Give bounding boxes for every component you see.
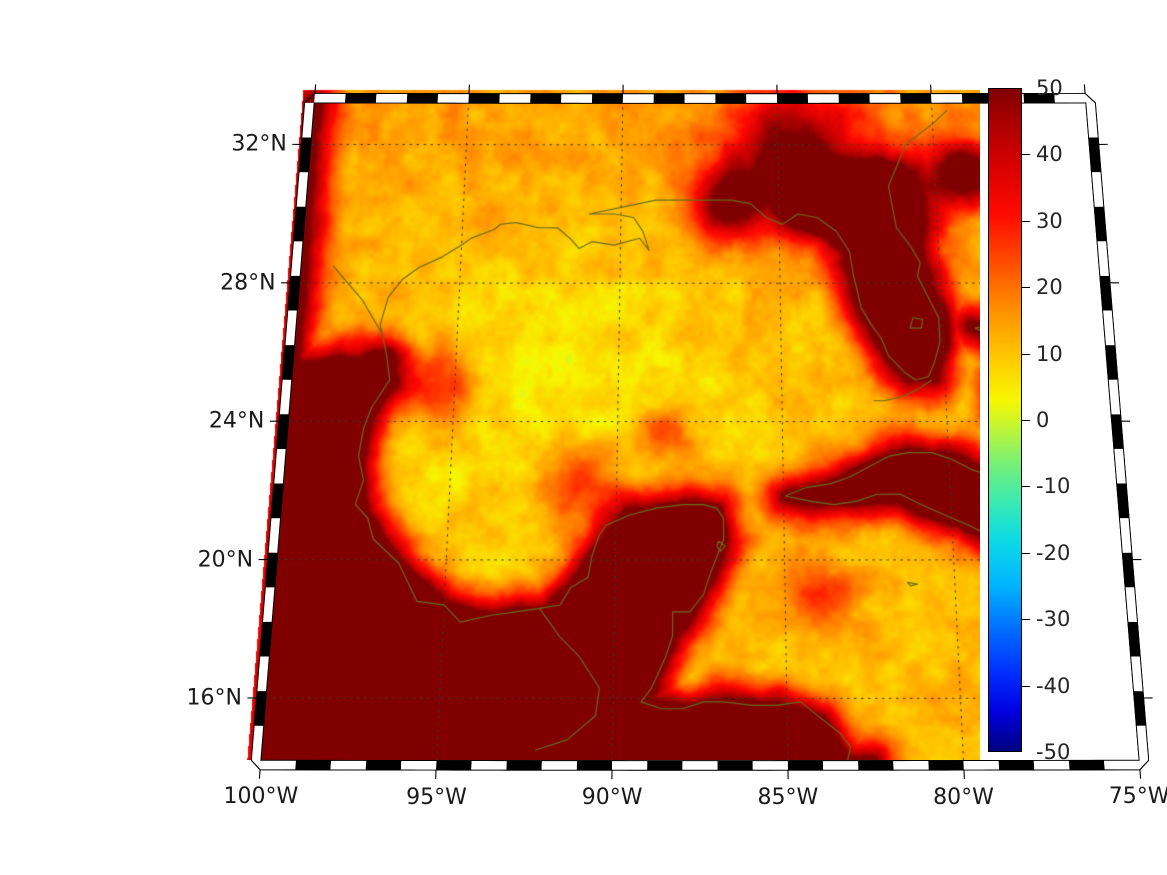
frame-tick-box-bottom xyxy=(717,760,753,771)
colorbar-gradient[interactable] xyxy=(988,88,1022,752)
frame-tick-box-bottom xyxy=(295,760,332,770)
latitude-label-28: 28°N xyxy=(220,270,276,296)
frame-tick-box-bottom xyxy=(471,760,507,771)
frame-tick-box-bottom xyxy=(998,760,1035,771)
map-plot-area[interactable] xyxy=(140,70,980,760)
longitude-label-85: 85°W xyxy=(757,784,819,810)
frame-tick-box-right xyxy=(1085,102,1099,138)
frame-tick-box-right xyxy=(1102,310,1115,346)
frame-tick-box-right xyxy=(1119,518,1132,553)
longitude-label-90: 90°W xyxy=(581,784,643,810)
frame-tick-box-bottom xyxy=(858,760,894,771)
colorbar-label-50: 50 xyxy=(1036,76,1063,100)
frame-tick-box-right xyxy=(1108,379,1121,415)
colorbar-tickmark xyxy=(1022,486,1030,488)
frame-tick-box-bottom xyxy=(576,760,613,771)
colorbar-tickmark xyxy=(1022,420,1030,421)
latitude-label-16: 16°N xyxy=(186,685,242,711)
colorbar-label-10: 10 xyxy=(1036,341,1063,366)
colorbar-label-minus50: -50 xyxy=(1036,740,1071,764)
frame-tick-box-right xyxy=(1097,241,1110,276)
frame-tick-box-bottom xyxy=(963,760,1000,771)
longitude-tickmark xyxy=(258,769,261,779)
frame-tick-box-right xyxy=(1088,137,1101,173)
frame-tick-box-right xyxy=(1094,206,1107,242)
frame-tick-box-right xyxy=(1116,483,1130,519)
map-axes[interactable] xyxy=(140,70,1153,780)
frame-tick-box-bottom xyxy=(893,760,929,771)
colorbar-label-minus30: -30 xyxy=(1036,607,1071,632)
frame-tick-box-bottom xyxy=(682,760,718,771)
longitude-label-100: 100°W xyxy=(223,784,299,810)
frame-tick-box-bottom xyxy=(787,760,824,771)
longitude-label-75: 75°W xyxy=(1108,784,1167,810)
frame-tick-box-bottom xyxy=(436,760,472,771)
colorbar-tickmark xyxy=(1022,685,1030,687)
frame-tick-box-right xyxy=(1113,448,1127,484)
longitude-label-95: 95°W xyxy=(406,784,467,810)
frame-tick-box-bottom xyxy=(260,760,296,770)
longitude-tickmark xyxy=(1139,769,1142,779)
frame-tick-box-right xyxy=(1130,656,1144,692)
frame-tick-box-right xyxy=(1136,725,1149,761)
colorbar-label-minus20: -20 xyxy=(1036,540,1071,565)
colorbar-tickmark xyxy=(1022,220,1030,222)
frame-tick-box-bottom xyxy=(506,760,542,771)
map-heatmap-canvas[interactable] xyxy=(140,70,980,760)
colorbar-axes[interactable]: 50 40 30 20 10 0 -10 -20 -30 -40 -50 xyxy=(988,76,1070,764)
colorbar-tickmark xyxy=(1022,287,1030,289)
frame-tick-box-bottom xyxy=(752,760,788,771)
colorbar-tickmark xyxy=(1022,619,1030,621)
colorbar-label-20: 20 xyxy=(1036,275,1063,300)
frame-tick-box-bottom xyxy=(330,760,367,770)
frame-tick-box-right xyxy=(1111,414,1124,449)
frame-tick-box-bottom xyxy=(541,760,578,771)
longitude-tickmark-top xyxy=(1083,84,1086,94)
frame-tick-box-bottom xyxy=(822,760,859,771)
frame-tick-box-bottom xyxy=(1068,760,1105,770)
colorbar-label-minus10: -10 xyxy=(1036,474,1071,499)
colorbar-label-30: 30 xyxy=(1036,208,1063,233)
frame-tick-box-bottom xyxy=(400,760,437,771)
frame-tick-box-right xyxy=(1105,345,1118,380)
frame-tick-box-bottom xyxy=(612,760,648,771)
latitude-label-20: 20°N xyxy=(197,547,254,573)
frame-tick-box-bottom xyxy=(928,760,964,771)
colorbar-label-minus40: -40 xyxy=(1036,673,1071,698)
colorbar-tickmark xyxy=(1022,353,1030,355)
frame-tick-box-right xyxy=(1091,172,1104,207)
longitude-label-80: 80°W xyxy=(933,784,994,810)
colorbar-label-40: 40 xyxy=(1036,142,1063,167)
frame-tick-box-right xyxy=(1127,621,1141,657)
frame-tick-box-right xyxy=(1125,587,1138,622)
frame-tick-box-bottom xyxy=(647,760,683,771)
colorbar-tickmark xyxy=(1022,552,1030,554)
colorbar-tickmark xyxy=(1022,154,1030,156)
frame-tick-box-right xyxy=(1133,691,1146,726)
frame-tick-box-right xyxy=(1122,552,1135,588)
frame-tick-box-right xyxy=(1099,275,1113,311)
latitude-label-24: 24°N xyxy=(208,408,265,434)
frame-tick-box-bottom xyxy=(1104,760,1140,770)
colorbar-label-0: 0 xyxy=(1036,408,1050,432)
frame-tick-box-bottom xyxy=(365,760,402,771)
latitude-label-32: 32°N xyxy=(231,131,287,157)
